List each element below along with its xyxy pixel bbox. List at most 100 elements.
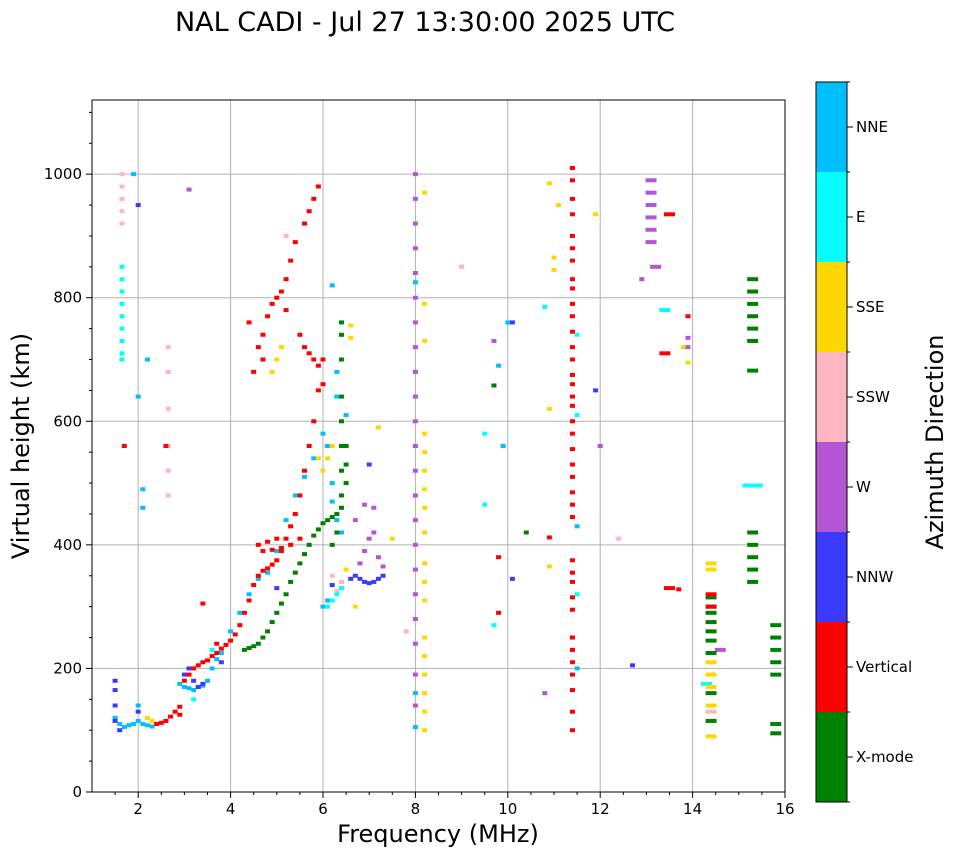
data-point-vertical (288, 542, 294, 547)
data-point-nne (412, 280, 418, 285)
data-point-vertical (177, 712, 183, 717)
data-point-w (371, 505, 377, 510)
data-point-vertical (228, 638, 234, 643)
data-point-sse (389, 536, 395, 541)
data-point-w (375, 555, 381, 560)
data-point-e (482, 431, 488, 436)
data-point-e (491, 623, 497, 628)
data-point-sse (343, 567, 349, 572)
data-point-vertical (569, 357, 575, 362)
data-point-nne (144, 357, 150, 362)
data-point-ssw (165, 468, 171, 473)
data-point-vertical (320, 357, 326, 362)
data-point-vertical (569, 502, 575, 507)
data-point-e (574, 332, 580, 337)
data-point-nnw (375, 576, 381, 581)
data-point-nne (338, 530, 344, 535)
data-point-w (685, 335, 691, 340)
data-point-w (412, 345, 418, 350)
colorbar-tick-label: SSW (856, 388, 890, 406)
data-point-nnw (112, 688, 118, 693)
data-point-w (412, 703, 418, 708)
data-point-vertical (191, 666, 197, 671)
data-point-vertical (186, 672, 192, 677)
data-point-vertical (569, 635, 575, 640)
data-point-vertical (315, 388, 321, 393)
data-point-sse (422, 468, 428, 473)
data-point-vertical (274, 558, 280, 563)
data-point-nne (205, 678, 210, 683)
data-point-vertical (569, 688, 575, 693)
data-point-w (412, 592, 418, 597)
data-point-w (412, 518, 418, 523)
data-point-nne (112, 715, 118, 720)
data-point-sse (705, 734, 717, 739)
data-point-vertical (569, 246, 575, 251)
data-points (112, 165, 782, 739)
data-point-sse (705, 660, 717, 665)
data-point-x-mode (302, 552, 308, 557)
data-point-vertical (260, 549, 266, 554)
data-point-vertical (278, 549, 284, 554)
data-point-vertical (569, 462, 575, 467)
data-point-sse (144, 715, 150, 720)
data-point-sse (551, 255, 557, 260)
data-point-nne (334, 394, 340, 399)
data-point-vertical (251, 369, 257, 374)
data-point-vertical (569, 403, 575, 408)
y-axis-label: Virtual height (km) (7, 333, 35, 559)
data-point-sse (422, 654, 428, 659)
data-point-w (412, 246, 418, 251)
data-point-vertical (569, 447, 575, 452)
data-point-w (412, 320, 418, 325)
data-point-x-mode (255, 641, 261, 646)
data-point-vertical (311, 357, 317, 362)
data-point-w (412, 444, 418, 448)
data-point-vertical (154, 722, 160, 727)
data-point-vertical (209, 654, 215, 659)
data-point-sse (422, 338, 428, 343)
data-point-vertical (260, 332, 266, 337)
data-point-vertical (205, 658, 210, 663)
data-point-nnw (200, 681, 206, 686)
data-point-nnw (135, 203, 141, 208)
data-point-vertical (297, 536, 303, 541)
x-tick-label: 10 (498, 800, 517, 818)
data-point-nne (214, 657, 220, 662)
data-point-ssw (338, 579, 344, 584)
data-point-nnw (195, 684, 201, 689)
data-point-w (412, 221, 418, 226)
data-point-nnw (218, 660, 224, 665)
y-tick-label: 600 (53, 412, 82, 430)
data-point-vertical (168, 714, 174, 719)
data-point-vertical (569, 165, 575, 170)
data-point-sse (422, 728, 428, 733)
data-point-sse (705, 561, 717, 566)
data-point-x-mode (343, 462, 349, 467)
data-point-ssw (119, 196, 125, 201)
x-tick-label: 8 (411, 800, 421, 818)
data-point-sse (422, 505, 428, 510)
data-point-vertical (265, 314, 271, 319)
data-point-vertical (569, 277, 575, 282)
data-point-vertical (269, 562, 275, 567)
data-point-vertical (302, 345, 308, 350)
data-point-nne (343, 413, 349, 418)
colorbar-swatch (816, 82, 847, 172)
data-point-vertical (223, 642, 229, 647)
chart-title: NAL CADI - Jul 27 13:30:00 2025 UTC (175, 7, 675, 38)
data-point-sse (422, 301, 428, 306)
data-point-vertical (569, 394, 575, 399)
data-point-sse (422, 561, 428, 566)
data-point-x-mode (343, 481, 349, 486)
colorbar-tick-label: W (856, 478, 871, 496)
x-tick-label: 4 (226, 800, 236, 818)
data-point-sse (149, 718, 155, 723)
data-point-nne (177, 681, 183, 686)
data-point-w (650, 264, 662, 269)
colorbar-label: Azimuth Direction (921, 335, 949, 550)
data-point-ssw (119, 221, 125, 226)
data-point-sse (278, 345, 284, 350)
data-point-vertical (177, 704, 183, 709)
data-point-sse (556, 203, 562, 208)
